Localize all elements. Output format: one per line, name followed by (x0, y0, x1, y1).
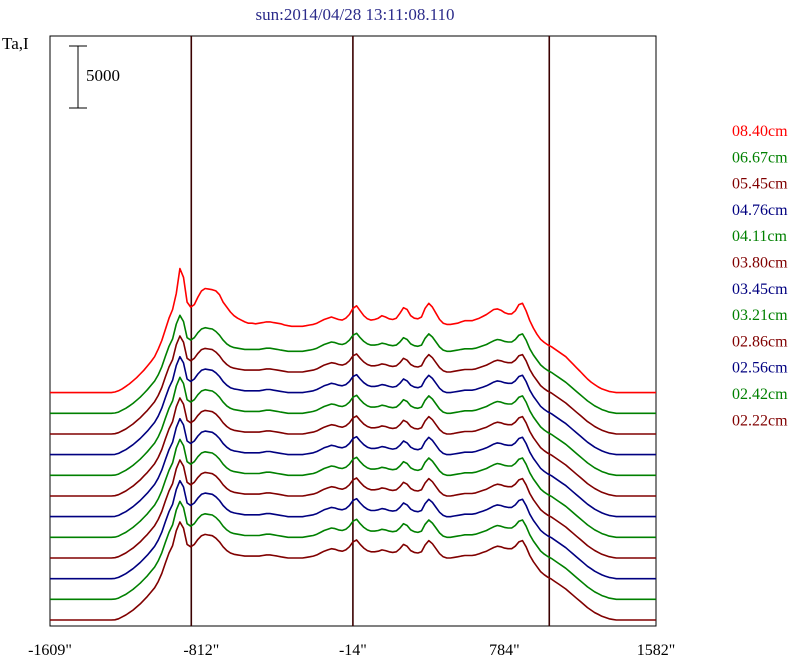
x-tick-label: -14" (339, 642, 367, 659)
series-line-06.67cm (50, 314, 656, 415)
legend-entry: 02.22cm (732, 412, 788, 429)
series-line-03.21cm (50, 438, 656, 539)
series-line-02.86cm (50, 459, 656, 559)
x-tick-label: 1582" (637, 642, 676, 659)
y-axis-label: Ta,I (2, 34, 29, 53)
x-tick-label: -812" (183, 642, 219, 659)
series-line-08.40cm (50, 267, 656, 394)
legend-entry: 08.40cm (732, 123, 788, 140)
series-line-04.11cm (50, 376, 656, 477)
legend-entry: 02.56cm (732, 360, 788, 377)
scale-bar: 5000 (69, 45, 120, 109)
reference-lines (190, 36, 551, 626)
legend-entry: 02.86cm (732, 333, 788, 350)
series-line-02.22cm (50, 521, 656, 621)
legend: 08.40cm 06.67cm 05.45cm 04.76cm 04.11cm 03.80… (732, 123, 788, 429)
series-line-03.80cm (50, 397, 656, 497)
legend-entry: 03.21cm (732, 307, 788, 324)
legend-entry: 03.80cm (732, 255, 788, 272)
x-tick-label: -1609" (28, 642, 72, 659)
legend-entry: 05.45cm (732, 176, 788, 193)
legend-entry: 04.76cm (732, 202, 788, 219)
legend-entry: 06.67cm (732, 149, 788, 166)
series-line-04.76cm (50, 355, 656, 456)
legend-entry: 03.45cm (732, 281, 788, 298)
series-line-02.56cm (50, 479, 656, 580)
legend-entry: 02.42cm (732, 386, 788, 403)
legend-entry: 04.11cm (732, 228, 788, 245)
scale-bar-label: 5000 (86, 66, 120, 85)
series-line-03.45cm (50, 417, 656, 518)
chart-title: sun:2014/04/28 13:11:08.110 (256, 5, 455, 24)
x-tick-label: 784" (489, 642, 520, 659)
x-tick-labels: -1609" -812" -14" 784" 1582" (28, 642, 675, 659)
series-line-05.45cm (50, 335, 656, 435)
series-lines (50, 267, 656, 621)
series-line-02.42cm (50, 500, 656, 601)
